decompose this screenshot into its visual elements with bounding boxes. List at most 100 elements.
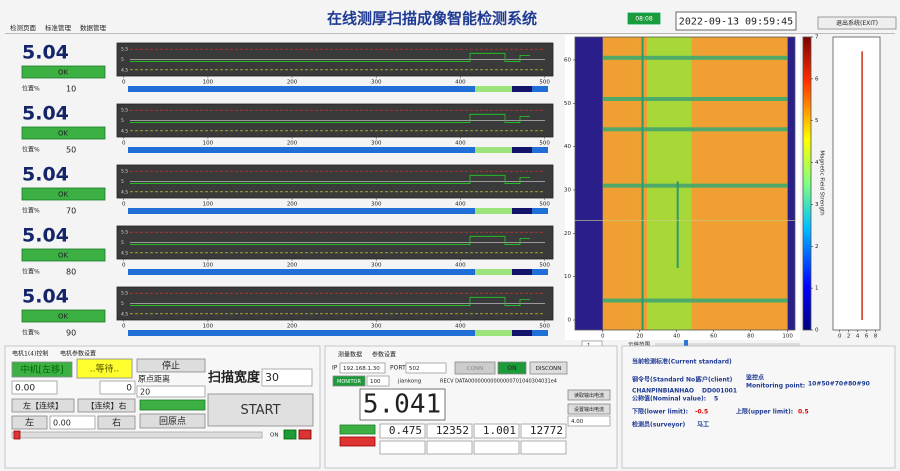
tab[interactable]: 测量数据 <box>338 351 362 359</box>
button[interactable] <box>817 16 897 30</box>
x-tick-label: 500 <box>539 141 550 147</box>
x-tick-label: 4 <box>856 334 860 340</box>
button-label[interactable]: 停止 <box>162 360 180 372</box>
button[interactable] <box>97 415 136 430</box>
y-tick-label: 5.5 <box>121 108 128 114</box>
button[interactable] <box>136 358 206 373</box>
toggle[interactable] <box>298 429 312 440</box>
button-label[interactable]: 中机[左移] <box>20 364 63 376</box>
value-text: 12352 <box>436 424 469 437</box>
input-field[interactable] <box>567 415 611 427</box>
y-tick-label: 20 <box>564 231 571 237</box>
input-value[interactable]: 30 <box>265 371 279 384</box>
y-tick-label: 4.5 <box>121 67 128 73</box>
button[interactable] <box>529 361 568 375</box>
input-value[interactable]: 192.168.1.30 <box>343 366 380 372</box>
button[interactable] <box>497 361 527 375</box>
app-title: 在线测厚扫描成像智能检测系统 <box>327 10 537 28</box>
tab[interactable]: 检测页面 <box>10 23 37 32</box>
button-label[interactable]: 读取输出电流 <box>574 392 604 399</box>
input-field[interactable] <box>49 415 96 430</box>
input-value[interactable]: 4.00 <box>571 419 584 425</box>
button-label[interactable]: DISCONN <box>536 366 562 372</box>
tab[interactable]: 电机1(4)控制 <box>12 350 48 358</box>
button[interactable] <box>454 361 496 375</box>
status-bar <box>21 126 106 140</box>
button-label[interactable]: 【连续】右 <box>87 401 127 411</box>
button-label[interactable]: 右 <box>112 417 121 429</box>
field-label: Monitoring point: <box>746 383 805 390</box>
input-field[interactable] <box>339 362 386 374</box>
button[interactable] <box>77 398 136 413</box>
input-value[interactable]: 20 <box>140 388 150 397</box>
field-label: IP <box>332 365 338 372</box>
input-field[interactable] <box>136 385 206 398</box>
tab[interactable]: 标准管理 <box>45 23 72 32</box>
field-label: 扫描宽度 <box>208 370 261 386</box>
button-label[interactable]: 退出系统(EXIT) <box>836 19 878 27</box>
button[interactable] <box>207 393 314 427</box>
input-field[interactable] <box>366 375 390 387</box>
tab[interactable]: 数据管理 <box>80 23 107 32</box>
heatmap-cell <box>602 37 788 330</box>
button-label[interactable]: 设置输出电流 <box>574 406 604 413</box>
toggle[interactable] <box>283 429 297 440</box>
button-label[interactable]: 左【连续】 <box>23 401 63 411</box>
status-box <box>627 12 661 25</box>
button-label[interactable]: ..等待.. <box>90 363 119 375</box>
input-value[interactable]: 0 <box>126 384 132 394</box>
strip-segment <box>475 86 512 92</box>
x-tick-label: 0 <box>122 141 126 147</box>
button-label[interactable]: MONITOR <box>337 379 361 385</box>
slider-thumb[interactable] <box>13 430 21 440</box>
tab[interactable]: 电机参数设置 <box>60 350 96 358</box>
button-label[interactable]: 回原点 <box>159 416 186 427</box>
y-tick-label: 5.5 <box>121 169 128 175</box>
standard-panel <box>621 345 896 469</box>
divider <box>5 33 895 34</box>
field-label: 下限(lower limit): <box>632 408 688 416</box>
field-label: 客户(client) <box>695 376 733 384</box>
heatmap-cell <box>602 127 788 132</box>
x-tick-label: 60 <box>710 334 717 340</box>
tab[interactable]: 参数设置 <box>372 351 396 359</box>
input-field[interactable] <box>99 380 136 395</box>
field-label: 原点距离 <box>138 374 170 384</box>
button[interactable] <box>11 415 48 430</box>
input-value[interactable]: 0.00 <box>53 419 71 428</box>
button-label[interactable]: START <box>240 403 280 418</box>
button[interactable] <box>332 375 366 387</box>
trace <box>130 52 530 62</box>
input-field[interactable] <box>261 368 313 387</box>
position-value: 10 <box>66 85 76 94</box>
input-value[interactable]: 100 <box>370 379 381 385</box>
field-value: 0.5 <box>798 409 809 416</box>
button[interactable] <box>11 398 75 413</box>
button[interactable] <box>567 403 611 415</box>
slider-thumb[interactable] <box>684 340 688 348</box>
x-tick-label: 400 <box>455 324 466 330</box>
button[interactable] <box>139 413 206 429</box>
input-field[interactable] <box>405 362 447 374</box>
status-text: OK <box>58 252 69 260</box>
button[interactable] <box>11 361 73 378</box>
y-tick-label: 40 <box>564 144 571 150</box>
heatmap-cell <box>602 96 788 101</box>
button[interactable] <box>76 358 133 379</box>
button-label[interactable]: 左 <box>25 417 34 429</box>
button-label[interactable]: CONN <box>467 366 483 372</box>
slider-track[interactable] <box>655 343 800 346</box>
colorbar-tick-label: 4 <box>815 160 819 166</box>
position-value: 70 <box>66 207 76 216</box>
input-field[interactable] <box>11 380 58 395</box>
input-value[interactable]: 502 <box>409 366 420 372</box>
button[interactable] <box>567 389 611 401</box>
field-value: CHANPINBIANHAO <box>632 388 694 395</box>
button-label[interactable]: ON <box>507 365 516 372</box>
x-tick-label: 0 <box>838 334 842 340</box>
input-value[interactable]: 0.00 <box>15 384 35 394</box>
x-tick-label: 100 <box>203 263 214 269</box>
colorbar-tick-label: 2 <box>815 244 819 250</box>
slider-track[interactable] <box>11 431 263 439</box>
